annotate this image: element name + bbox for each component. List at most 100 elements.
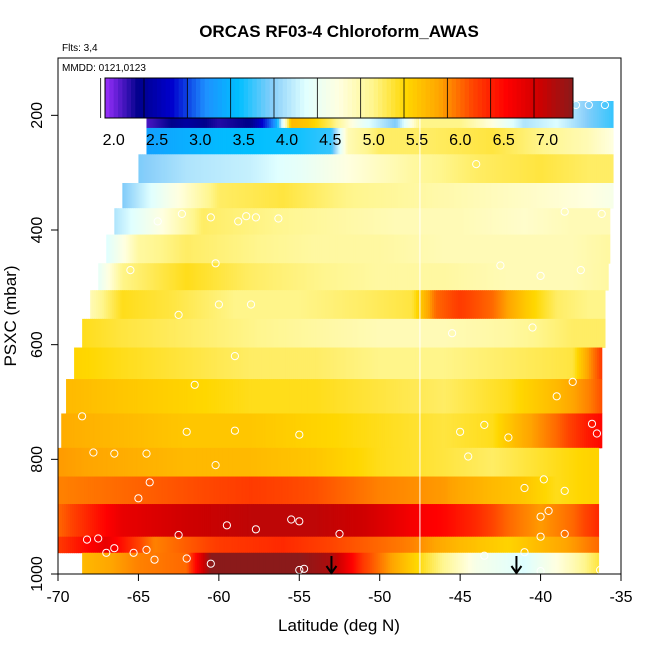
heat-cell [446,476,449,505]
heat-cell [204,536,208,554]
heat-cell [407,413,410,449]
heat-cell [516,234,520,264]
heat-cell [299,536,302,554]
heat-cell [214,318,218,348]
heat-cell [540,208,544,235]
heat-cell [606,263,609,291]
heat-cell [255,154,258,184]
heat-cell [174,127,178,155]
heat-cell [464,536,467,554]
heat-cell [375,290,379,320]
heat-cell [536,552,540,574]
heat-cell [588,447,592,477]
heat-cell [337,536,341,554]
heat-cell [238,476,242,505]
heat-cell [413,476,417,505]
heat-cell [442,476,445,505]
heat-cell [273,182,276,209]
heat-cell [566,127,570,155]
heat-cell [249,182,252,209]
heat-cell [129,413,133,449]
colorbar-cell [412,78,418,118]
heat-cell [355,476,359,505]
heat-cell [160,290,164,320]
colorbar-cell [486,78,492,118]
heat-cell [377,318,381,348]
heat-cell [490,504,493,538]
heat-cell [564,182,568,209]
heat-cell [538,476,542,505]
heat-cell [230,208,234,235]
heat-cell [251,379,254,414]
heat-cell [421,208,425,235]
heat-cell [438,154,441,184]
heat-cell [530,290,534,320]
heat-cell [513,413,517,449]
heat-cell [261,290,264,320]
heat-cell [476,504,479,538]
heat-cell [403,234,407,264]
heat-cell [510,318,514,348]
heat-cell [190,234,194,264]
heat-cell [578,182,582,209]
heat-cell [588,182,592,209]
heat-cell [442,182,445,209]
heat-cell [500,318,503,348]
heat-cell [186,379,190,414]
heat-cell [226,208,230,235]
heat-cell [212,182,216,209]
heat-cell [550,476,554,505]
heat-cell [102,263,105,291]
heat-cell [427,413,430,449]
heat-cell [236,447,240,477]
heat-cell [281,504,284,538]
heat-cell [293,379,296,414]
heat-cell [214,476,218,505]
heat-cell [136,318,140,348]
heat-cell [480,318,483,348]
heat-cell [158,536,162,554]
heat-cell [436,127,439,155]
heat-cell [509,413,513,449]
heat-cell [58,476,61,505]
heat-cell [168,476,172,505]
heat-cell [383,290,387,320]
heat-cell [200,127,204,155]
heat-cell [365,347,369,380]
heat-cell [363,208,367,235]
heat-cell [194,127,198,155]
heat-cell [236,552,240,574]
heat-cell [313,447,316,477]
heat-cell [421,234,425,264]
heat-cell [440,379,443,414]
heat-cell [263,379,266,414]
heat-cell [271,536,274,554]
heat-cell [409,504,413,538]
heat-cell [578,536,582,554]
heat-cell [234,504,238,538]
heat-cell [259,347,262,380]
heat-cell [582,504,586,538]
heat-cell [524,447,528,477]
heat-cell [347,504,351,538]
heat-cell [345,127,349,155]
heat-cell [257,182,260,209]
heat-cell [261,182,264,209]
heat-cell [363,154,367,184]
heat-cell [134,290,138,320]
heat-cell [486,347,489,380]
heat-cell [132,379,136,414]
heat-cell [188,379,192,414]
heat-cell [361,347,365,380]
heat-cell [172,476,176,505]
heat-cell [307,182,310,209]
heat-cell [104,318,107,348]
heat-cell [347,234,351,264]
heat-cell [508,127,512,155]
colorbar-cell [386,78,392,118]
heat-cell [490,447,493,477]
heat-cell [490,154,493,184]
heat-cell [526,208,530,235]
heat-cell [520,447,524,477]
heat-cell [148,536,152,554]
